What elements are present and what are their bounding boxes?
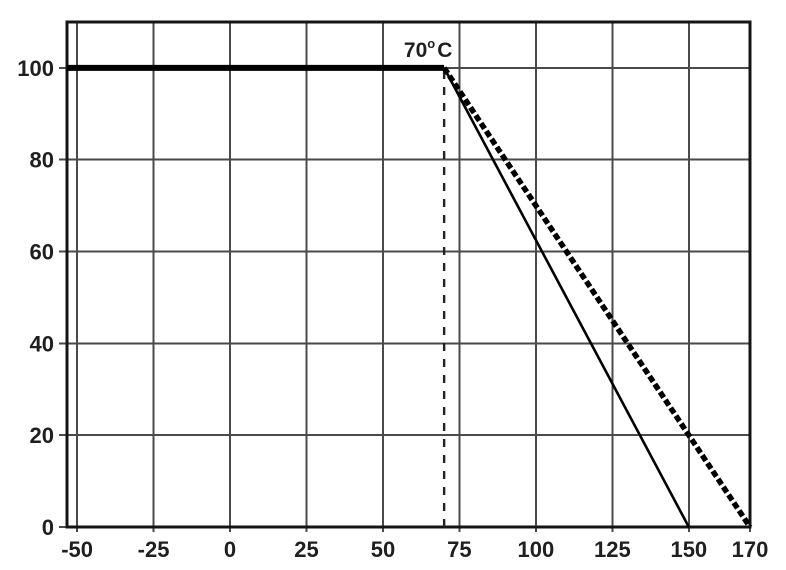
y-tick-label: 20 — [30, 423, 54, 448]
x-tick-label: 100 — [518, 537, 555, 562]
y-tick-label: 60 — [30, 240, 54, 265]
x-tick-label: 125 — [594, 537, 631, 562]
x-tick-label: -50 — [61, 537, 93, 562]
x-tick-label: 25 — [294, 537, 318, 562]
x-tick-label: 75 — [447, 537, 471, 562]
x-tick-label: -25 — [138, 537, 170, 562]
x-tick-label: 170 — [732, 537, 769, 562]
y-tick-label: 40 — [30, 331, 54, 356]
series-derating-to-170 — [441, 66, 753, 529]
x-tick-label: 50 — [371, 537, 395, 562]
series-derating-to-150 — [442, 67, 690, 528]
x-tick-label: 150 — [670, 537, 707, 562]
y-tick-label: 0 — [42, 515, 54, 540]
breakpoint-label: 70oC — [404, 36, 452, 62]
y-tick-label: 80 — [30, 148, 54, 173]
plot-border — [65, 20, 752, 529]
x-tick-label: 0 — [224, 537, 236, 562]
y-tick-label: 100 — [17, 56, 54, 81]
